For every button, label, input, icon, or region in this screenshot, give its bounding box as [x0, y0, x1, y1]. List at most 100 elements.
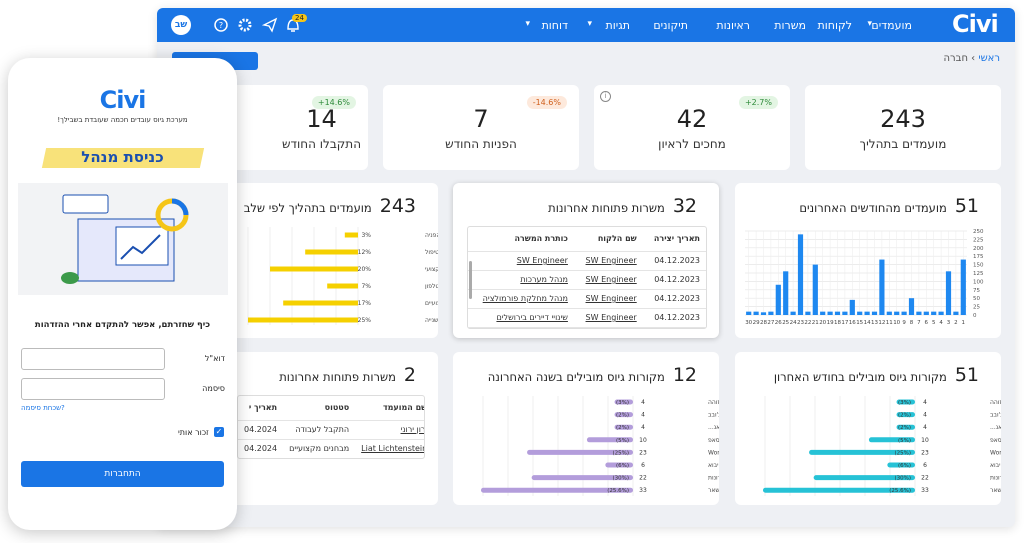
bar	[746, 311, 752, 315]
pct-label: (6%)	[898, 463, 911, 469]
bar	[931, 311, 937, 315]
bar	[768, 311, 774, 315]
settings-icon[interactable]	[238, 18, 252, 32]
count: 51	[954, 364, 979, 386]
count-label: 4	[923, 412, 927, 419]
cell: 04.2024	[238, 439, 284, 458]
pct-label: (2%)	[898, 425, 911, 431]
nav-item[interactable]: תגיות	[605, 19, 630, 32]
bar-chart: (3%) 4 לא מזוהה (2%) 4 ליאת ג'ובב (2%) 4 אילנית …	[763, 396, 1001, 496]
bar	[270, 266, 358, 272]
x-tick-label: 20	[819, 320, 826, 326]
bar	[305, 249, 358, 255]
cell[interactable]: שינויי דיירים בירושלים	[468, 308, 574, 328]
nav-item[interactable]: ראיונות	[716, 19, 750, 32]
crumb[interactable]: ראשי	[978, 53, 1000, 64]
cell: 04.12.2023	[642, 289, 706, 309]
checkbox[interactable]: ✓	[214, 427, 224, 437]
count-label: 22	[921, 475, 929, 482]
breadcrumb: ראשי › חברה	[943, 53, 1000, 64]
help-icon[interactable]	[214, 18, 228, 32]
logo: Civi	[99, 86, 147, 114]
bar	[614, 412, 633, 418]
bar	[857, 311, 863, 315]
send-icon[interactable]	[261, 17, 278, 33]
table: שם המועמד סטטוס תאריך י ירון ירוני התקבל לעב…	[238, 396, 424, 458]
title: מקורות גיוס מובילים בחודש האחרון	[773, 370, 947, 384]
x-tick-label: 27	[767, 320, 774, 326]
pct-label: (5%)	[616, 438, 629, 444]
header-row: שם המועמד סטטוס תאריך י	[238, 396, 424, 421]
pct-label: (2%)	[898, 413, 911, 419]
bar	[327, 283, 358, 289]
trend	[120, 234, 161, 260]
email-input[interactable]	[21, 348, 165, 370]
info-icon[interactable]: i	[600, 91, 611, 102]
value-label: 7%	[361, 283, 371, 290]
bar	[896, 399, 915, 405]
header-row: תאריך יצירה שם הלקוח כותרת המשרה	[468, 227, 706, 252]
cell[interactable]: ירון ירוני	[355, 420, 424, 440]
bar	[896, 412, 915, 418]
count-label: 22	[639, 475, 647, 482]
x-tick-label: 9	[902, 320, 906, 326]
value-label: 25%	[358, 317, 372, 324]
chart-card: 243 מועמדים בתהליך לפי שלב 3% בוצעה הפניה 1…	[225, 183, 438, 338]
forgot-link[interactable]: שכחת סיסמה?	[21, 404, 65, 412]
cell[interactable]: SW Engineer	[573, 270, 643, 290]
nav-item[interactable]: תיקונים	[653, 19, 688, 32]
cell: 04.2024	[238, 420, 284, 440]
avatar[interactable]: שב	[171, 15, 191, 35]
card-title: 51 מקורות גיוס מובילים בחודש האחרון	[774, 364, 979, 386]
title: מועמדים בתהליך לפי שלב	[243, 201, 372, 215]
column-header: תאריך יצירה	[642, 227, 706, 252]
cell: 04.12.2023	[642, 270, 706, 290]
cell[interactable]: מנהל מערכות	[468, 270, 574, 290]
password-input[interactable]	[21, 378, 165, 400]
count: 12	[672, 364, 697, 386]
bar	[531, 475, 633, 481]
count-label: 4	[923, 399, 927, 406]
stat-value: 42	[676, 105, 708, 133]
y-tick-label: 50	[973, 296, 980, 302]
bar	[834, 311, 841, 315]
pct-label: (3%)	[616, 400, 629, 406]
stat-label: התקבלו החודש	[281, 137, 362, 151]
nav-item[interactable]: לקוחות	[817, 19, 852, 32]
count-label: 23	[921, 449, 929, 456]
x-tick-label: 17	[841, 320, 848, 326]
pct-label: (25.6%)	[607, 488, 629, 494]
x-tick-label: 25	[782, 320, 789, 326]
category-label: אילנית הד-האנ...	[990, 424, 1001, 431]
table-frame: שם המועמד סטטוס תאריך י ירון ירוני התקבל לעב…	[237, 395, 425, 459]
title: מקורות גיוס מובילים בשנה האחרונה	[487, 370, 665, 384]
welcome: כיף שחזרתם, אפשר להתקדם אחרי ההזדהות	[34, 320, 211, 330]
stat-card: 7 הפניות החודש -14.6%	[383, 85, 579, 170]
stat-value: 14	[306, 105, 337, 133]
x-tick-label: 3	[947, 320, 951, 326]
nav-item[interactable]: דוחות	[541, 19, 568, 32]
y-tick-label: 175	[973, 254, 984, 260]
table-row: 04.12.2023 SW Engineer מנהל מערכות	[468, 270, 706, 290]
bar	[614, 399, 633, 405]
cell[interactable]: מנהל מחלקת פורמולציה	[468, 289, 574, 309]
category-label: בוצעה הפניה	[425, 232, 438, 239]
category-label: לא ענה לטלפון	[425, 283, 438, 290]
cell[interactable]: SW Engineer	[468, 251, 574, 271]
y-tick-label: 25	[973, 305, 980, 311]
cell[interactable]: SW Engineer	[573, 289, 643, 309]
cell[interactable]: Liat Lichtenstein	[355, 439, 424, 458]
cell[interactable]: SW Engineer	[573, 308, 643, 328]
cell[interactable]: SW Engineer	[573, 251, 643, 271]
x-tick-label: 5	[932, 320, 936, 326]
card-title: 2 משרות פתוחות אחרונות	[279, 364, 416, 386]
nav-item[interactable]: מועמדים	[871, 19, 912, 32]
table-row: ירון ירוני התקבל לעבודה 04.2024	[238, 420, 424, 440]
nav-item[interactable]: משרות	[774, 19, 806, 32]
submit-button[interactable]: התחברות	[21, 461, 224, 487]
pct-label: (30%)	[612, 476, 629, 482]
cell: מבחנים מקצועיים	[283, 439, 356, 458]
bar	[813, 475, 915, 481]
bar	[797, 234, 804, 315]
category-label: כל השאר	[990, 487, 1001, 494]
